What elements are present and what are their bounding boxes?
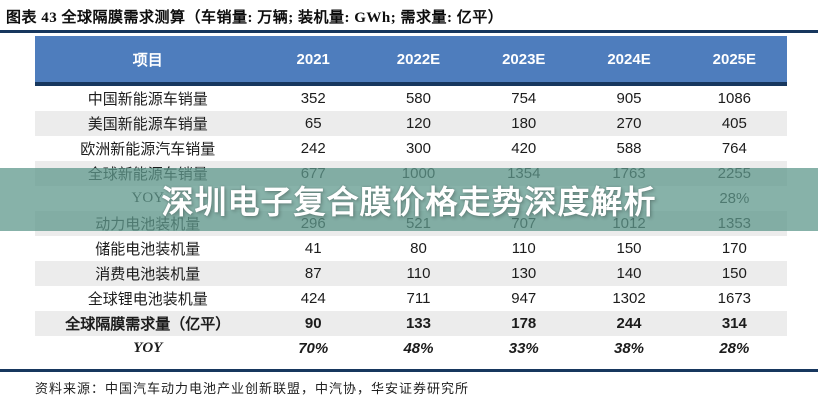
value-cell: 70% bbox=[298, 340, 329, 357]
value-cell: 170 bbox=[721, 240, 747, 257]
table-bottom-divider bbox=[0, 369, 818, 372]
value-cell: 130 bbox=[511, 265, 537, 282]
row-label: YOY bbox=[133, 340, 163, 356]
value-cell: 244 bbox=[616, 315, 642, 332]
value-cell: 150 bbox=[721, 265, 747, 282]
value-cell: 38% bbox=[614, 340, 645, 357]
table-row: 欧洲新能源汽车销量 242 300 420 588 764 bbox=[35, 136, 787, 161]
table-row: 储能电池装机量 41 80 110 150 170 bbox=[35, 236, 787, 261]
value-cell: 33% bbox=[508, 340, 539, 357]
value-cell: 180 bbox=[511, 115, 537, 132]
value-cell: 1302 bbox=[612, 290, 646, 307]
value-cell: 133 bbox=[405, 315, 431, 332]
row-label: 储能电池装机量 bbox=[95, 242, 201, 258]
value-cell: 947 bbox=[511, 290, 537, 307]
figure-title: 图表 43 全球隔膜需求测算（车销量: 万辆; 装机量: GWh; 需求量: 亿… bbox=[6, 10, 504, 26]
value-cell: 28% bbox=[719, 340, 750, 357]
value-cell: 110 bbox=[511, 240, 536, 257]
table-row: 消费电池装机量 87 110 130 140 150 bbox=[35, 261, 787, 286]
value-cell: 270 bbox=[616, 115, 642, 132]
watermark-text: 深圳电子复合膜价格走势深度解析 bbox=[161, 183, 657, 220]
row-label: 全球锂电池装机量 bbox=[87, 292, 208, 308]
value-cell: 1086 bbox=[717, 90, 752, 107]
value-cell: 405 bbox=[721, 115, 747, 132]
value-cell: 150 bbox=[616, 240, 642, 257]
table-row: YOY 70% 48% 33% 38% 28% bbox=[35, 336, 787, 361]
value-cell: 905 bbox=[616, 90, 642, 107]
value-cell: 120 bbox=[405, 115, 431, 132]
header-cell-item: 项目 bbox=[35, 36, 261, 86]
value-cell: 242 bbox=[300, 140, 326, 157]
value-cell: 110 bbox=[406, 265, 431, 282]
row-label: 全球隔膜需求量（亿平） bbox=[65, 317, 231, 333]
header-cell-year: 2023E bbox=[471, 36, 577, 86]
row-label: 欧洲新能源汽车销量 bbox=[80, 142, 216, 158]
value-cell: 90 bbox=[304, 315, 322, 332]
table-header-row: 项目 2021 2022E 2023E 2024E 2025E bbox=[35, 36, 787, 86]
table-row: 全球隔膜需求量（亿平） 90 133 178 244 314 bbox=[35, 311, 787, 336]
value-cell: 300 bbox=[405, 140, 431, 157]
source-note: 资料来源：中国汽车动力电池产业创新联盟，中汽协，华安证券研究所 bbox=[35, 381, 470, 396]
table-row: 美国新能源车销量 65 120 180 270 405 bbox=[35, 111, 787, 136]
table-row: 全球锂电池装机量 424 711 947 1302 1673 bbox=[35, 286, 787, 311]
header-cell-year: 2024E bbox=[576, 36, 682, 86]
row-label: 消费电池装机量 bbox=[95, 267, 201, 283]
row-label: 美国新能源车销量 bbox=[87, 117, 208, 133]
table-row: 中国新能源车销量 352 580 754 905 1086 bbox=[35, 84, 787, 111]
value-cell: 140 bbox=[616, 265, 642, 282]
value-cell: 580 bbox=[405, 90, 431, 107]
watermark-overlay: 深圳电子复合膜价格走势深度解析 bbox=[0, 168, 818, 231]
value-cell: 352 bbox=[300, 90, 326, 107]
title-divider bbox=[0, 30, 818, 33]
value-cell: 87 bbox=[304, 265, 322, 282]
value-cell: 424 bbox=[300, 290, 326, 307]
value-cell: 754 bbox=[511, 90, 537, 107]
value-cell: 178 bbox=[511, 315, 537, 332]
value-cell: 48% bbox=[403, 340, 434, 357]
value-cell: 420 bbox=[511, 140, 537, 157]
header-cell-year: 2025E bbox=[681, 36, 787, 86]
value-cell: 711 bbox=[406, 290, 431, 307]
value-cell: 41 bbox=[304, 240, 322, 257]
row-label: 中国新能源车销量 bbox=[87, 92, 208, 108]
value-cell: 764 bbox=[721, 140, 747, 157]
value-cell: 1673 bbox=[717, 290, 752, 307]
value-cell: 80 bbox=[410, 240, 427, 257]
value-cell: 314 bbox=[721, 315, 747, 332]
header-cell-year: 2021 bbox=[260, 36, 366, 86]
value-cell: 588 bbox=[616, 140, 642, 157]
value-cell: 65 bbox=[304, 115, 322, 132]
header-cell-year: 2022E bbox=[365, 36, 472, 86]
